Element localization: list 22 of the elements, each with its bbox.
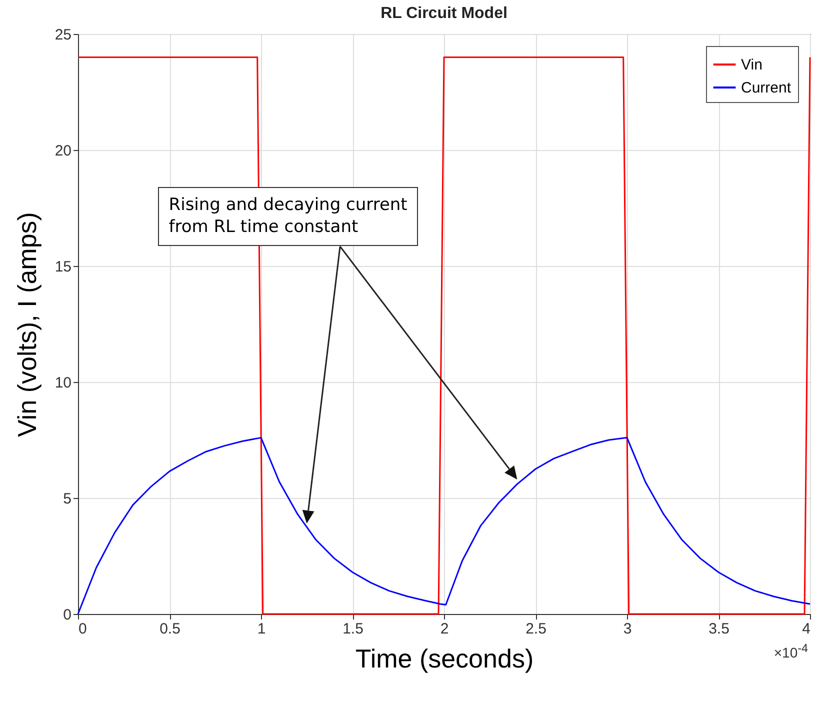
x-axis-title: Time (seconds) [355,644,534,674]
legend-label: Current [741,80,792,96]
x-tick-label: 2 [440,620,449,638]
y-axis-title: Vin (volts), I (amps) [12,212,42,437]
y-tick-label: 0 [63,606,72,624]
annotation: Rising and decaying current from RL time constant [158,186,418,246]
x-tick-label: 2.5 [526,620,546,638]
y-tick-label: 15 [54,258,72,276]
x-tick-label: 3.5 [708,620,730,638]
x-tick-label: 0.5 [160,620,180,638]
x-tick-label: 1 [257,620,266,638]
x-tick-label: 3 [623,620,632,638]
legend-label: Vin [741,56,762,74]
x-tick-label: 0 [78,620,87,638]
y-tick-label: 20 [54,142,72,160]
text: ×10$^{-4}$ [774,642,808,661]
y-tick-label: 5 [63,490,72,508]
x-tick-label: 4 [802,620,810,638]
x-tick-label: 1.5 [342,620,364,638]
chart-title: RL Circuit Model [380,5,508,22]
y-tick-label: 10 [54,374,72,392]
y-tick-label: 25 [54,26,72,44]
